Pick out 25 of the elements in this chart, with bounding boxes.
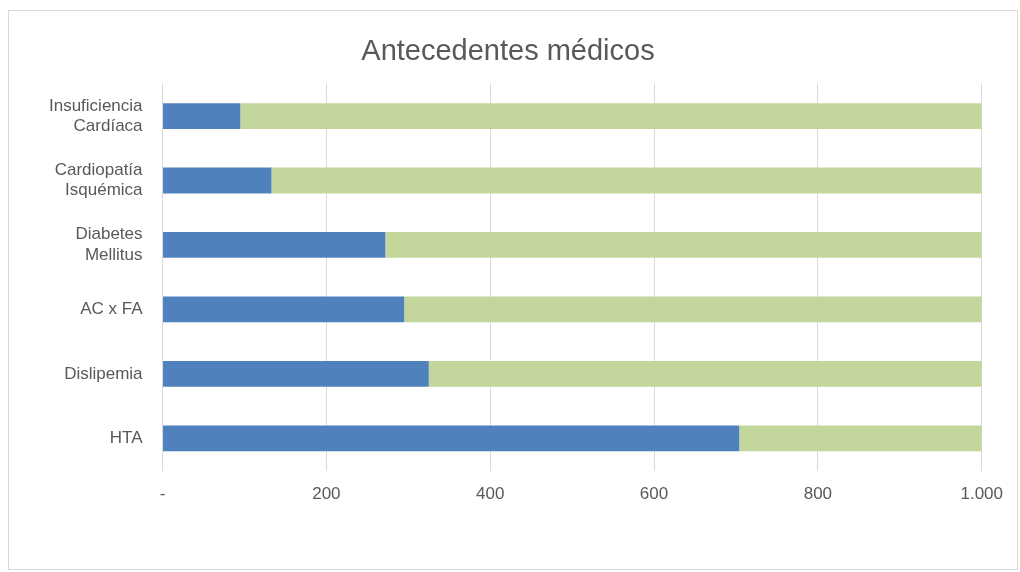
- y-tick-label: Dislipemia: [64, 363, 144, 383]
- chart-title: Antecedentes médicos: [361, 34, 655, 67]
- bar: [404, 296, 982, 323]
- bar: [163, 232, 386, 258]
- bar: [163, 103, 241, 129]
- bar: [739, 425, 982, 452]
- y-tick-label: Diabetes Mellitus: [75, 224, 143, 264]
- bar: [428, 361, 982, 387]
- x-tick-label: 400: [476, 484, 505, 504]
- y-tick-label: Cardiopatía Isquémica: [54, 159, 144, 200]
- x-tick-label: 200: [312, 484, 341, 504]
- x-tick-label: -: [159, 484, 166, 504]
- y-tick-label: Insuficiencia Cardíaca: [48, 95, 144, 135]
- bar: [163, 425, 740, 452]
- x-tick-label: 1.000: [960, 484, 1003, 504]
- bar: [240, 103, 982, 129]
- x-tick-label: 800: [803, 484, 833, 504]
- bar: [163, 167, 272, 194]
- y-tick-label: AC x FA: [80, 299, 144, 319]
- y-tick-label: HTA: [109, 428, 144, 448]
- bar: [163, 361, 429, 387]
- bar: [163, 296, 405, 323]
- bar: [271, 167, 982, 194]
- x-tick-label: 600: [639, 484, 669, 504]
- bar: [385, 232, 982, 258]
